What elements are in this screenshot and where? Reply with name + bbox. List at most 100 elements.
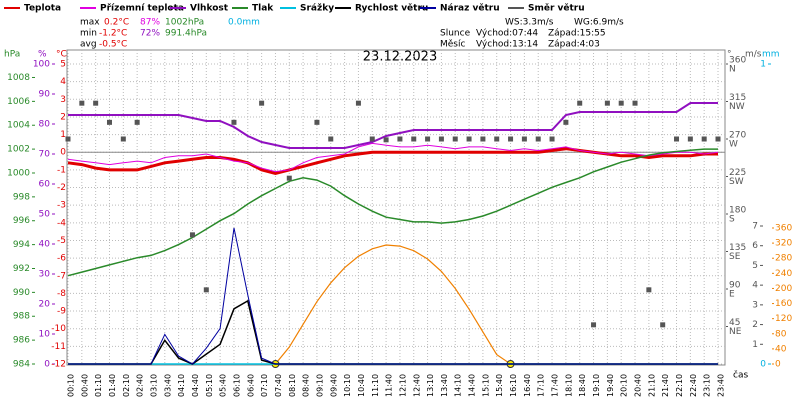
y-tick-label: -3 — [57, 201, 66, 211]
x-tick-label: 14:10 — [454, 374, 463, 397]
axis-label: m/s — [745, 50, 762, 60]
x-tick-label: 13:10 — [426, 374, 435, 397]
stat: WS:3.3m/s — [505, 18, 554, 28]
y-tick-label: 992 — [13, 264, 30, 274]
x-tick-label: 19:40 — [606, 374, 615, 397]
y-tick-label: 0 — [775, 360, 781, 370]
y-tick-label: -2 — [57, 183, 66, 193]
compass-label: W — [729, 140, 738, 150]
stat-label: Měsíc — [440, 40, 465, 50]
direction-point — [701, 136, 707, 142]
stats: max 0.2°C 87% 1002hPa 0.0mm min -1.2°C 7… — [80, 18, 624, 50]
x-tick-label: 22:10 — [675, 374, 684, 397]
y-tick-label: 994 — [13, 240, 30, 250]
direction-point — [425, 136, 431, 142]
y-tick-label: -1 — [57, 165, 66, 175]
legend-label: Náraz větru — [440, 3, 500, 14]
axis-label: mm — [762, 50, 780, 60]
y-tick-label: 7 — [752, 222, 758, 232]
y-tick-label: 0 — [44, 360, 50, 370]
direction-point — [715, 136, 721, 142]
y-tick-label: 270 — [729, 131, 746, 141]
direction-point — [231, 119, 237, 125]
direction-point — [521, 136, 527, 142]
direction-point — [355, 100, 361, 106]
y-tick-label: -12 — [51, 360, 66, 370]
y-tick-label: 10 — [39, 330, 51, 340]
axis-label: ° — [727, 50, 732, 60]
y-tick-label: -9 — [57, 307, 66, 317]
x-tick-label: 22:40 — [689, 374, 698, 397]
stat: WG:6.9m/s — [574, 18, 624, 28]
direction-point — [286, 175, 292, 181]
y-tick-label: 20 — [39, 300, 51, 310]
legend-label: Tlak — [252, 4, 274, 14]
direction-point — [369, 136, 375, 142]
stat: 1002hPa — [165, 18, 204, 28]
x-tick-label: 09:10 — [315, 374, 324, 397]
y-tick-label: 90 — [729, 281, 741, 291]
y-tick-label: 3 — [752, 300, 758, 310]
x-tick-label: 10:40 — [357, 374, 366, 397]
x-tick-label: 03:40 — [163, 374, 172, 397]
x-tick-label: 00:10 — [67, 374, 76, 397]
compass-label: SE — [729, 252, 741, 262]
y-tick-label: 986 — [13, 336, 30, 346]
x-tick-label: 12:10 — [398, 374, 407, 397]
compass-label: NW — [729, 102, 745, 112]
y-tick-label: 40 — [775, 344, 787, 354]
y-tick-label: -6 — [57, 254, 66, 264]
direction-point — [106, 119, 112, 125]
stat: 87% — [140, 18, 160, 28]
y-tick-label: 1004 — [7, 121, 30, 131]
stat-label: Slunce — [440, 29, 471, 39]
y-tick-label: 120 — [775, 314, 792, 324]
y-tick-label: 4 — [60, 77, 66, 87]
y-tick-label: 3 — [60, 95, 66, 105]
y-tick-label: 360 — [775, 224, 792, 234]
y-tick-label: 80 — [39, 120, 51, 130]
x-tick-label: 23:10 — [703, 374, 712, 397]
plot-frame — [66, 49, 726, 366]
direction-point — [618, 100, 624, 106]
direction-point — [411, 136, 417, 142]
y-tick-label: 45 — [729, 318, 740, 328]
direction-point — [93, 100, 99, 106]
direction-point — [189, 232, 195, 238]
direction-point — [494, 136, 500, 142]
x-tick-label: 16:40 — [523, 374, 532, 397]
series-line — [68, 102, 718, 149]
y-tick-label: 50 — [39, 210, 51, 220]
y-tick-label: 320 — [775, 239, 792, 249]
x-tick-label: 11:10 — [371, 374, 380, 397]
y-tick-label: 996 — [13, 216, 30, 226]
y-tick-label: 2 — [60, 112, 66, 122]
y-tick-label: 1 — [60, 130, 66, 140]
x-tick-label: 05:10 — [205, 374, 214, 397]
sun-curve — [274, 244, 511, 365]
x-tick-label: 02:40 — [136, 374, 145, 397]
y-tick-label: 70 — [39, 150, 51, 160]
y-tick-label: 6 — [752, 241, 758, 251]
x-tick-label: 08:10 — [288, 374, 297, 397]
direction-point — [65, 136, 71, 142]
x-tick-label: 07:10 — [260, 374, 269, 397]
x-tick-label: 02:10 — [122, 374, 131, 397]
x-tick-label: 15:40 — [495, 374, 504, 397]
legend-label: Směr větru — [528, 3, 585, 14]
direction-point — [687, 136, 693, 142]
y-tick-label: -5 — [57, 236, 66, 246]
x-tick-label: 17:40 — [551, 374, 560, 397]
y-tick-label: 5 — [60, 60, 66, 70]
stat: Západ:4:03 — [548, 40, 600, 50]
y-tick-label: 4 — [752, 281, 758, 291]
x-tick-label: 09:40 — [329, 374, 338, 397]
y-tick-label: 988 — [13, 312, 30, 322]
y-tick-label: 40 — [39, 240, 51, 250]
y-tick-label: 30 — [39, 270, 51, 280]
x-tick-label: 18:40 — [578, 374, 587, 397]
direction-point — [314, 119, 320, 125]
direction-point — [591, 322, 597, 328]
y-tick-label: 1 — [752, 340, 758, 350]
series-line — [67, 147, 718, 175]
